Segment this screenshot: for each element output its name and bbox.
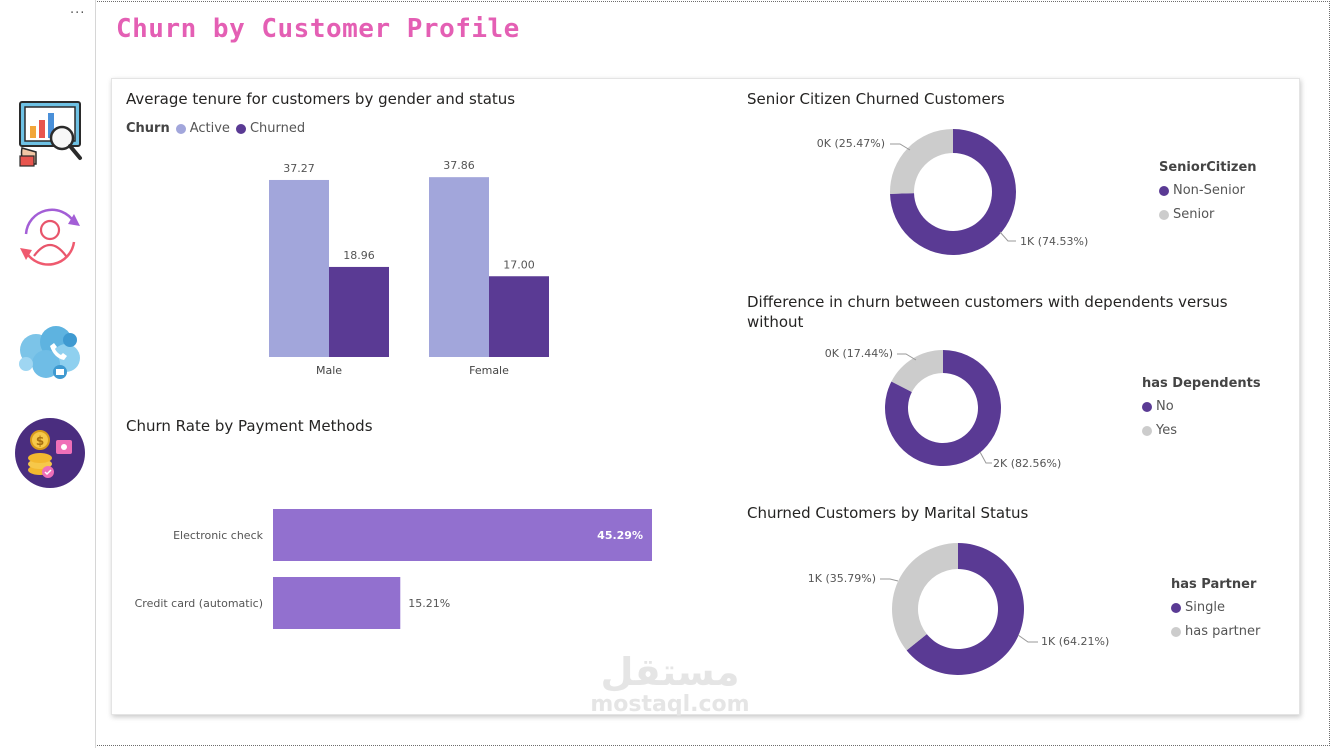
no-swatch-icon <box>1142 401 1152 412</box>
legend-entry-senior[interactable]: Senior <box>1159 207 1257 222</box>
data-label: 1K (64.21%) <box>1041 635 1109 648</box>
data-label: 0K (17.44%) <box>825 347 893 360</box>
legend-title: Churn <box>126 121 170 136</box>
legend-label: has partner <box>1185 624 1261 639</box>
slice-senior[interactable] <box>890 129 953 194</box>
slice-non-senior[interactable] <box>890 129 1016 255</box>
has-partner-swatch-icon <box>1171 626 1181 637</box>
leader-line <box>890 143 911 151</box>
bar-credit-card-automatic-[interactable] <box>273 577 401 629</box>
dependents-chart-title: Difference in churn between customers wi… <box>747 293 1228 331</box>
churned-swatch-icon <box>235 123 246 134</box>
legend-entry-no[interactable]: No <box>1142 399 1261 414</box>
legend-entry-churned[interactable]: Churned <box>235 121 306 136</box>
user-refresh-icon <box>20 208 80 266</box>
legend-title: has Partner <box>1171 577 1257 592</box>
legend-title: SeniorCitizen <box>1159 160 1257 175</box>
nav-payments-button[interactable]: $ <box>12 418 88 488</box>
legend-entry-single[interactable]: Single <box>1171 600 1260 615</box>
nav-services-button[interactable] <box>12 320 88 390</box>
senior-swatch-icon <box>1159 209 1169 220</box>
legend-entry-active[interactable]: Active <box>175 121 230 136</box>
legend-label: Active <box>189 121 230 136</box>
data-label: 1K (35.79%) <box>808 572 876 585</box>
more-options-icon[interactable]: ··· <box>70 6 86 21</box>
data-label: 18.96 <box>343 249 375 262</box>
bar-churned-female[interactable] <box>489 276 549 357</box>
single-swatch-icon <box>1171 602 1181 613</box>
slice-yes[interactable] <box>891 350 943 392</box>
data-label: 17.00 <box>503 258 535 271</box>
data-label: 37.86 <box>443 159 475 172</box>
dependents-legend: has Dependents No Yes <box>1142 376 1261 447</box>
leader-line <box>897 353 917 361</box>
data-label: 0K (25.47%) <box>817 137 885 150</box>
slice-has-partner[interactable] <box>892 543 958 651</box>
coins-payment-icon: $ <box>15 418 85 488</box>
senior-legend: SeniorCitizen Non-Senior Senior <box>1159 160 1257 231</box>
presentation-analytics-icon <box>19 101 82 167</box>
yes-swatch-icon <box>1142 425 1152 436</box>
leader-line <box>999 231 1016 242</box>
communication-cloud-icon <box>19 326 80 379</box>
non-senior-swatch-icon <box>1159 185 1169 196</box>
bar-active-male[interactable] <box>269 179 329 357</box>
payment-chart-title: Churn Rate by Payment Methods <box>126 417 373 435</box>
page-title: Churn by Customer Profile <box>116 14 520 44</box>
marital-legend: has Partner Single has partner <box>1171 577 1260 648</box>
nav-overview-button[interactable] <box>12 98 88 168</box>
data-label: 15.21% <box>408 597 450 610</box>
legend-title: has Dependents <box>1142 376 1261 391</box>
data-label: 37.27 <box>283 162 315 175</box>
slice-single[interactable] <box>906 543 1024 675</box>
bar-active-female[interactable] <box>429 177 489 357</box>
leader-line <box>880 578 899 582</box>
sidebar: ··· <box>0 0 96 748</box>
dependents-donut-chart: 2K (82.56%) 0K (17.44%) <box>825 347 1061 470</box>
legend-label: Yes <box>1156 423 1177 438</box>
category-label: Male <box>316 364 342 377</box>
legend-entry-yes[interactable]: Yes <box>1142 423 1261 438</box>
nav-churn-button[interactable] <box>12 202 88 272</box>
bar-electronic-check[interactable] <box>273 509 652 561</box>
data-label: 45.29% <box>597 529 643 542</box>
svg-text:$: $ <box>36 434 44 448</box>
marital-chart-title: Churned Customers by Marital Status <box>747 504 1029 522</box>
senior-donut-chart: 1K (74.53%) 0K (25.47%) <box>817 129 1088 255</box>
slice-no[interactable] <box>885 350 1001 466</box>
leader-line <box>979 451 992 464</box>
legend-label: Non-Senior <box>1173 183 1246 198</box>
active-swatch-icon <box>175 123 186 134</box>
legend-label: No <box>1156 399 1174 414</box>
legend-label: Single <box>1185 600 1225 615</box>
legend-entry-has-partner[interactable]: has partner <box>1171 624 1260 639</box>
payment-bar-chart: Electronic check 45.29% Credit card (autom… <box>135 509 652 629</box>
tenure-chart-legend: Churn Active Churned <box>126 121 305 136</box>
data-label: 1K (74.53%) <box>1020 235 1088 248</box>
marital-donut-chart: 1K (64.21%) 1K (35.79%) <box>808 543 1109 675</box>
category-label: Electronic check <box>173 529 264 542</box>
bar-churned-male[interactable] <box>329 266 389 357</box>
category-label: Credit card (automatic) <box>135 597 263 610</box>
legend-entry-non-senior[interactable]: Non-Senior <box>1159 183 1257 198</box>
legend-label: Senior <box>1173 207 1215 222</box>
data-label: 2K (82.56%) <box>993 457 1061 470</box>
category-label: Female <box>469 364 509 377</box>
leader-line <box>1017 634 1038 643</box>
senior-chart-title: Senior Citizen Churned Customers <box>747 90 1005 108</box>
tenure-chart-title: Average tenure for customers by gender a… <box>126 90 516 108</box>
legend-label: Churned <box>249 121 306 136</box>
tenure-bar-chart: 37.27 18.96 Male 37.86 17.00 Female <box>269 159 549 377</box>
